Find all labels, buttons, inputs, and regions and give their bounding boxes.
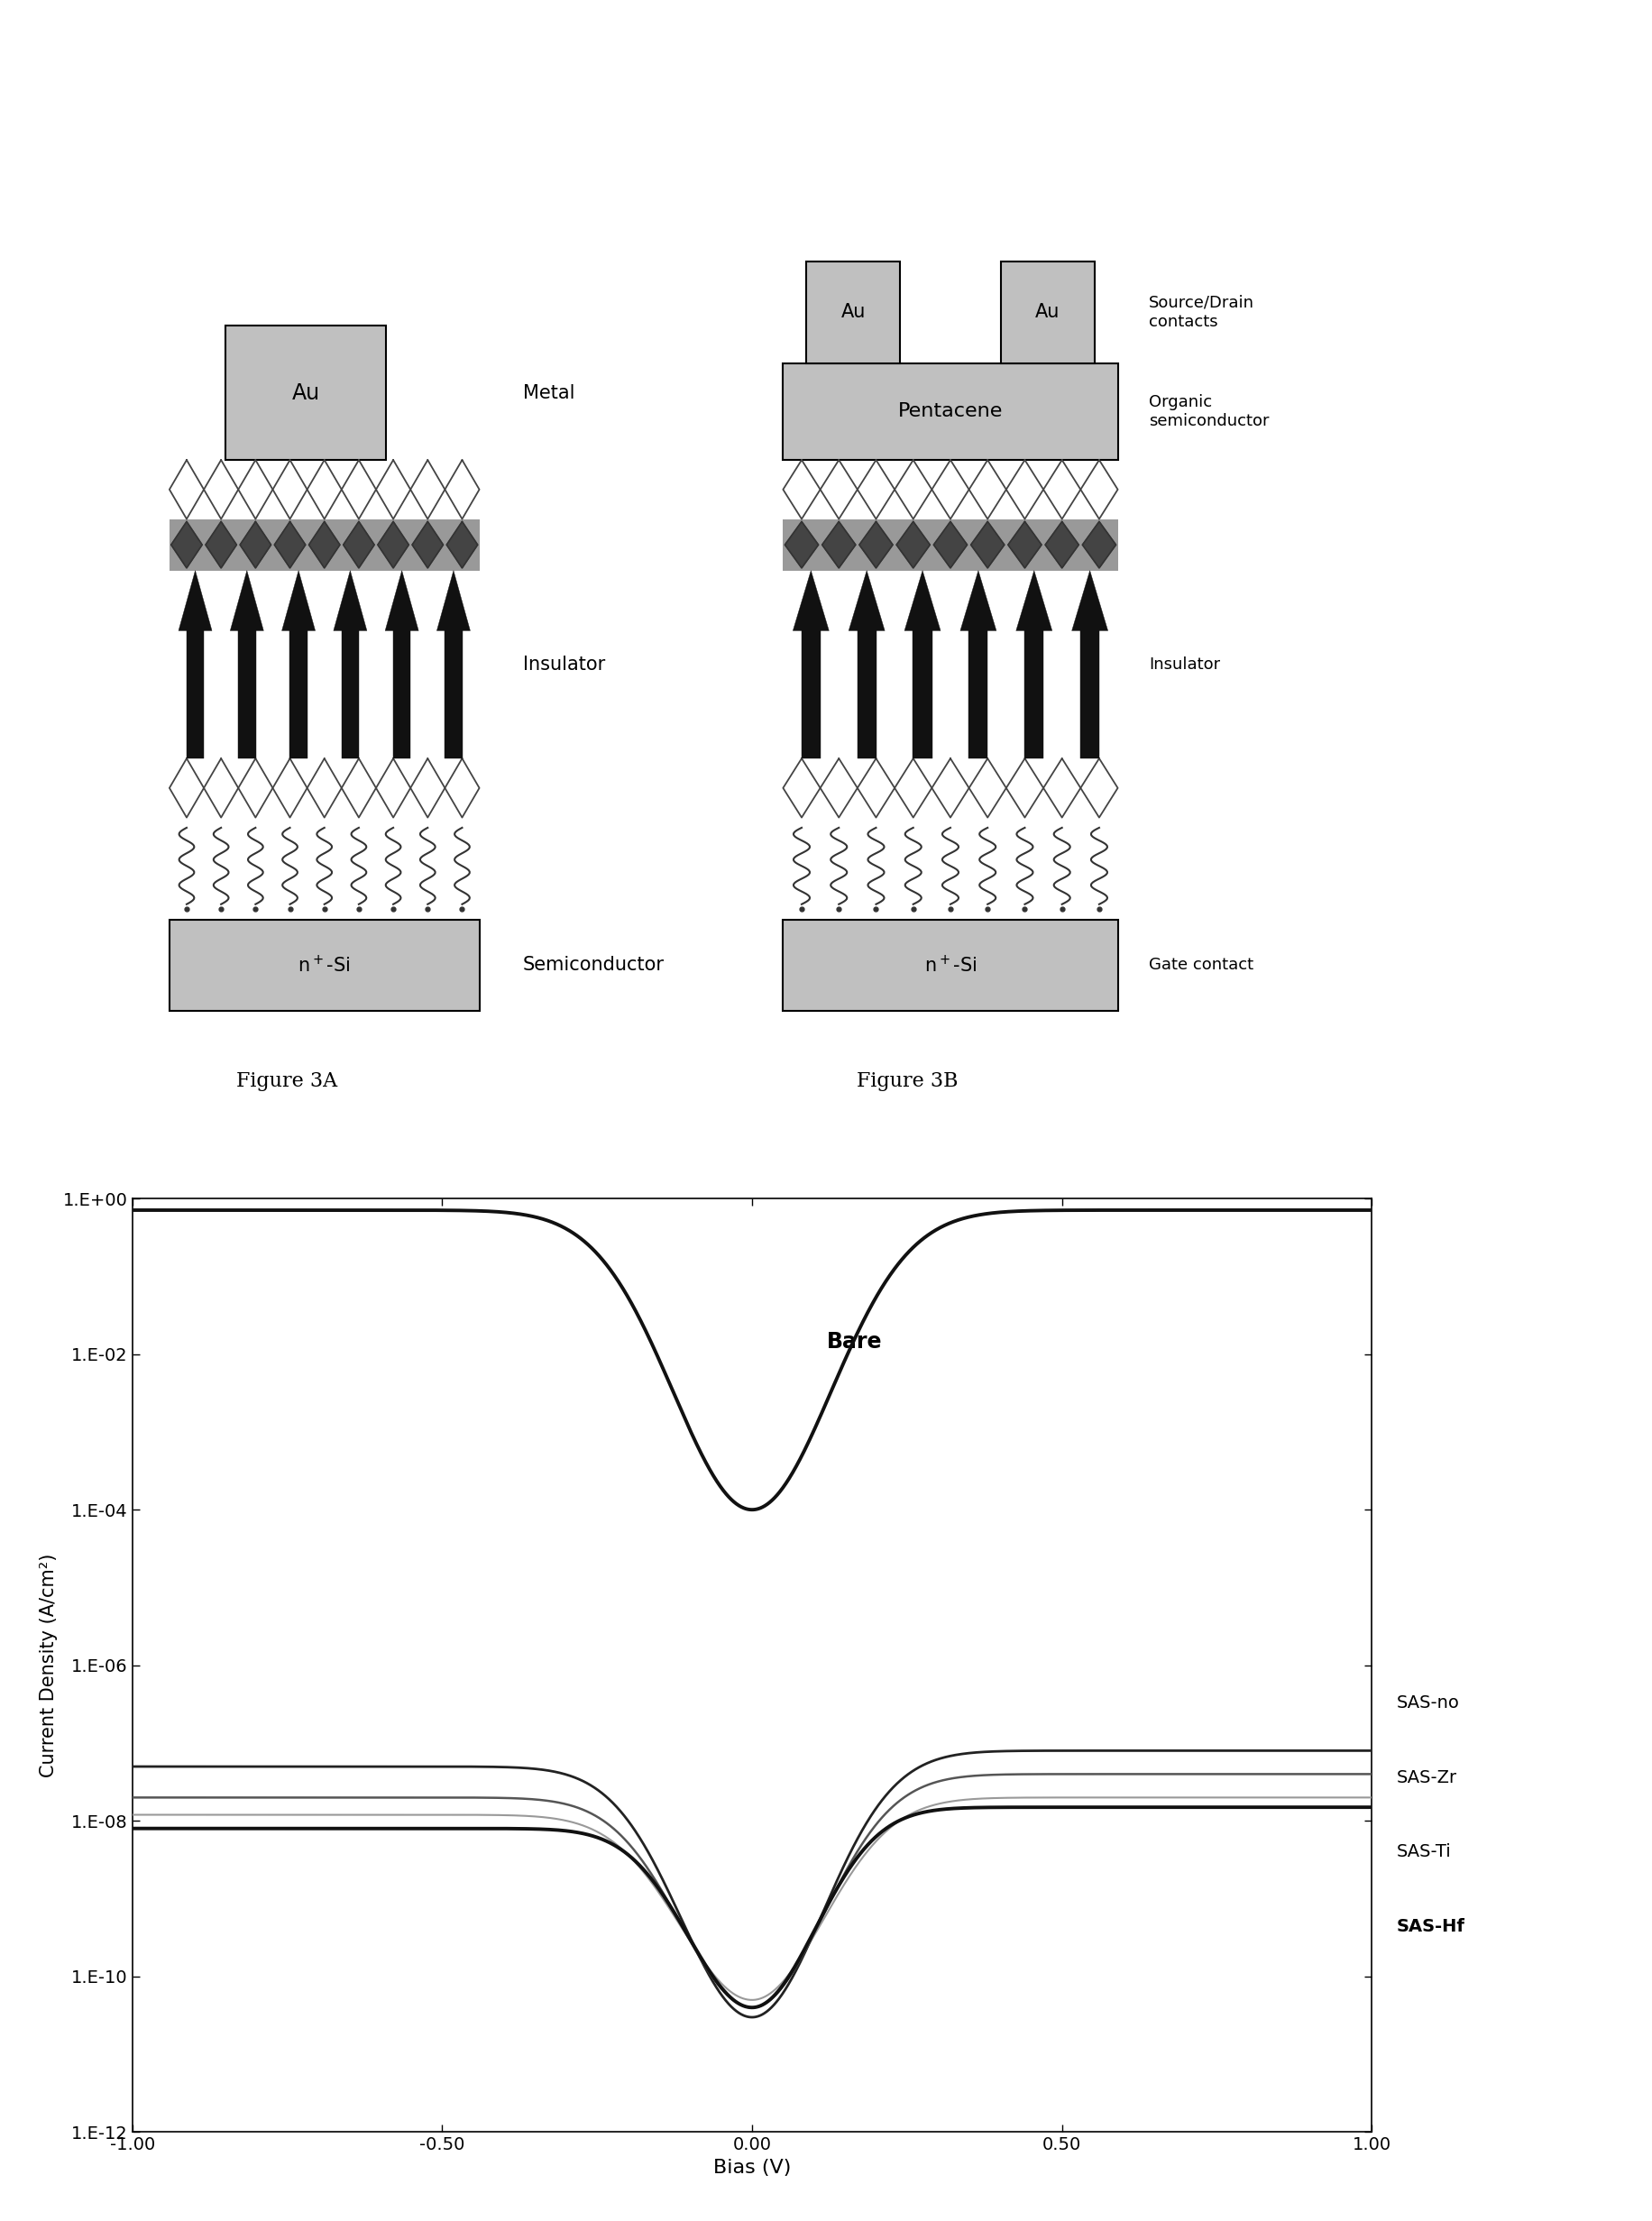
Polygon shape	[282, 571, 316, 631]
Polygon shape	[1008, 522, 1041, 569]
Bar	[225, 326, 387, 460]
Polygon shape	[1044, 522, 1079, 569]
Y-axis label: Current Density (A/cm²): Current Density (A/cm²)	[40, 1552, 58, 1777]
Text: Source/Drain
contacts: Source/Drain contacts	[1148, 295, 1254, 329]
Polygon shape	[904, 571, 940, 631]
Polygon shape	[785, 522, 818, 569]
Polygon shape	[411, 522, 443, 569]
Polygon shape	[342, 631, 358, 757]
Text: Insulator: Insulator	[522, 655, 605, 673]
Polygon shape	[238, 631, 256, 757]
Text: Figure 3B: Figure 3B	[856, 1071, 957, 1091]
Text: SAS-Hf: SAS-Hf	[1396, 1919, 1464, 1934]
Text: Figure 3A: Figure 3A	[236, 1071, 337, 1091]
Polygon shape	[847, 571, 884, 631]
Text: SAS-Ti: SAS-Ti	[1396, 1843, 1450, 1861]
Polygon shape	[187, 631, 203, 757]
Polygon shape	[1082, 522, 1115, 569]
Polygon shape	[289, 631, 307, 757]
Polygon shape	[205, 522, 236, 569]
Polygon shape	[821, 522, 856, 569]
Text: Metal: Metal	[522, 384, 575, 402]
Polygon shape	[344, 522, 373, 569]
Text: Organic
semiconductor: Organic semiconductor	[1148, 393, 1269, 429]
Text: Au: Au	[841, 304, 866, 322]
Polygon shape	[1024, 631, 1042, 757]
Bar	[170, 919, 479, 1011]
Polygon shape	[859, 522, 892, 569]
Polygon shape	[230, 571, 263, 631]
Polygon shape	[895, 522, 930, 569]
Polygon shape	[240, 522, 271, 569]
Polygon shape	[970, 522, 1004, 569]
Polygon shape	[801, 631, 819, 757]
Bar	[783, 919, 1117, 1011]
Text: Au: Au	[1034, 304, 1059, 322]
Polygon shape	[334, 571, 367, 631]
Bar	[999, 262, 1094, 364]
Text: SAS-no: SAS-no	[1396, 1695, 1459, 1710]
Text: n$^+$-Si: n$^+$-Si	[923, 955, 976, 975]
Bar	[806, 262, 900, 364]
Polygon shape	[1080, 631, 1099, 757]
Bar	[170, 520, 479, 571]
Text: Gate contact: Gate contact	[1148, 957, 1252, 973]
Polygon shape	[1016, 571, 1052, 631]
Polygon shape	[378, 522, 408, 569]
Text: Pentacene: Pentacene	[897, 402, 1003, 420]
Polygon shape	[857, 631, 876, 757]
Polygon shape	[178, 571, 211, 631]
Polygon shape	[446, 522, 477, 569]
Polygon shape	[172, 522, 202, 569]
Text: Semiconductor: Semiconductor	[522, 957, 664, 975]
Polygon shape	[393, 631, 410, 757]
Text: Au: Au	[292, 382, 319, 404]
Polygon shape	[793, 571, 829, 631]
Polygon shape	[385, 571, 418, 631]
Polygon shape	[960, 571, 996, 631]
Text: n$^+$-Si: n$^+$-Si	[297, 955, 350, 975]
Bar	[783, 364, 1117, 460]
Text: SAS-Zr: SAS-Zr	[1396, 1768, 1457, 1786]
Polygon shape	[436, 571, 469, 631]
Bar	[783, 520, 1117, 571]
Polygon shape	[1070, 571, 1107, 631]
Polygon shape	[933, 522, 966, 569]
Polygon shape	[968, 631, 988, 757]
Text: Insulator: Insulator	[1148, 657, 1219, 673]
Polygon shape	[309, 522, 340, 569]
X-axis label: Bias (V): Bias (V)	[712, 2159, 791, 2177]
Polygon shape	[912, 631, 932, 757]
Polygon shape	[444, 631, 463, 757]
Text: Bare: Bare	[826, 1330, 882, 1353]
Polygon shape	[274, 522, 306, 569]
